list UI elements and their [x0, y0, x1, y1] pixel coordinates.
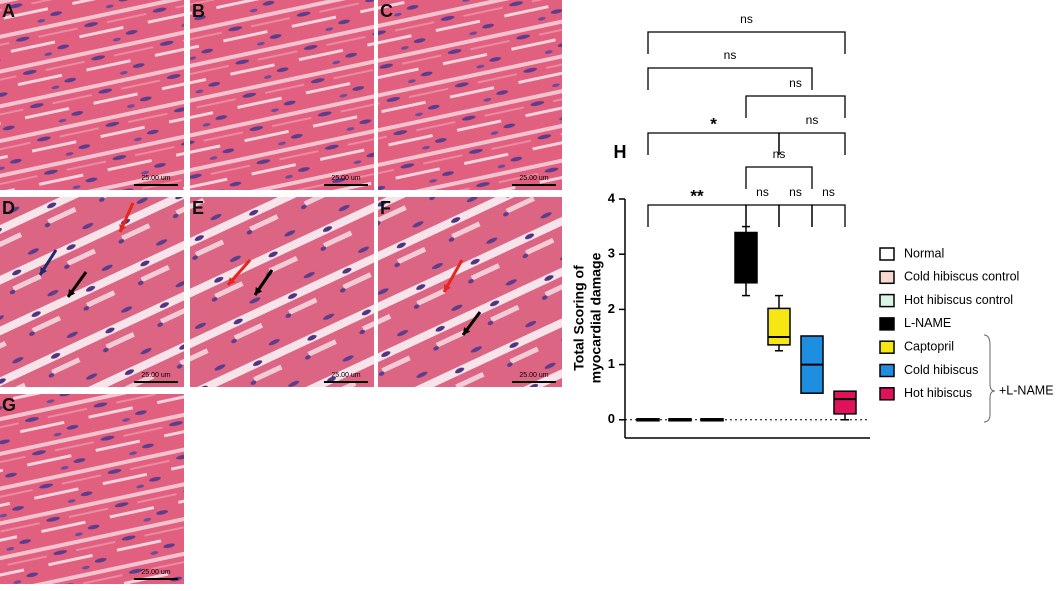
arrow-head [228, 277, 236, 285]
significance-bracket [745, 204, 780, 227]
legend-label: Cold hibiscus control [904, 270, 1019, 284]
significance-label: ns [806, 113, 819, 127]
legend-label: Hot hibiscus [904, 386, 972, 400]
y-axis-title: Total Scoring of [571, 265, 587, 371]
significance-bracket [811, 204, 846, 227]
y-tick-label: 2 [608, 301, 615, 316]
significance-bracket [745, 166, 813, 189]
legend-swatch [879, 293, 895, 308]
significance-bracket [778, 204, 813, 227]
y-axis-title: myocardial damage [588, 252, 604, 383]
significance-bracket [778, 132, 846, 155]
significance-label: ns [756, 185, 769, 199]
legend-label: Hot hibiscus control [904, 293, 1013, 307]
scale-label: 25.00 um [331, 175, 360, 182]
significance-bracket [647, 132, 780, 155]
scale-label: 25.00 um [141, 175, 170, 182]
significance-label: ns [789, 76, 802, 90]
panel-label: A [2, 1, 15, 21]
histology-image [190, 197, 374, 387]
histology-image [0, 394, 184, 584]
significance-label: ns [724, 48, 737, 62]
significance-bracket [647, 67, 813, 90]
box [767, 307, 791, 346]
significance-label: ns [740, 12, 753, 26]
legend-label: Captopril [904, 339, 954, 353]
panel-label: F [380, 198, 391, 218]
panel-label: H [614, 142, 627, 162]
significance-bracket [647, 204, 747, 227]
significance-bracket [745, 95, 846, 118]
panel-label: C [380, 1, 393, 21]
legend-swatch [879, 340, 895, 354]
arrow-head [444, 284, 451, 292]
significance-label: ** [690, 186, 704, 205]
legend-label: Normal [904, 246, 944, 260]
significance-label: ns [789, 185, 802, 199]
group-label: +L-NAME [999, 383, 1054, 397]
histology-image [0, 0, 184, 190]
legend-swatch [879, 363, 895, 378]
y-tick-label: 4 [608, 190, 616, 205]
significance-bracket [647, 31, 846, 54]
histology-image [378, 0, 562, 190]
scale-label: 25.00 um [331, 372, 360, 379]
scale-label: 25.00 um [141, 372, 170, 379]
significance-label: * [710, 114, 717, 133]
box [833, 390, 857, 415]
scale-label: 25.00 um [141, 569, 170, 576]
scale-label: 25.00 um [519, 175, 548, 182]
scale-label: 25.00 um [519, 372, 548, 379]
arrow-head [68, 289, 76, 297]
significance-label: ns [822, 185, 835, 199]
y-tick-label: 0 [608, 411, 615, 426]
box [734, 231, 758, 284]
legend-label: L-NAME [904, 316, 951, 330]
panel-label: E [192, 198, 204, 218]
arrow-head [40, 267, 48, 275]
y-tick-label: 1 [608, 356, 615, 371]
legend-label: Cold hibiscus [904, 363, 978, 377]
panel-label: B [192, 1, 205, 21]
arrow-head [463, 327, 471, 335]
histology-panels: A 25.00 um B 25.00 um C 25.00 um D 25.00 um E 25.… [0, 0, 562, 584]
histology-image [190, 0, 374, 190]
significance-label: ns [773, 147, 786, 161]
box-chart: H 0 1 2 3 4 Total Scoring of myocardial damage n… [571, 12, 1054, 439]
panel-label: D [2, 198, 15, 218]
arrow-head [119, 224, 127, 232]
legend-swatch [879, 387, 895, 401]
histology-image [0, 197, 184, 387]
histology-image [378, 197, 562, 387]
group-brace [983, 334, 996, 423]
y-tick-label: 3 [608, 246, 615, 261]
legend-swatch [879, 317, 895, 331]
panel-label: G [2, 395, 16, 415]
legend-swatch [879, 270, 895, 285]
arrow-head [255, 287, 263, 295]
legend-swatch [879, 247, 895, 261]
